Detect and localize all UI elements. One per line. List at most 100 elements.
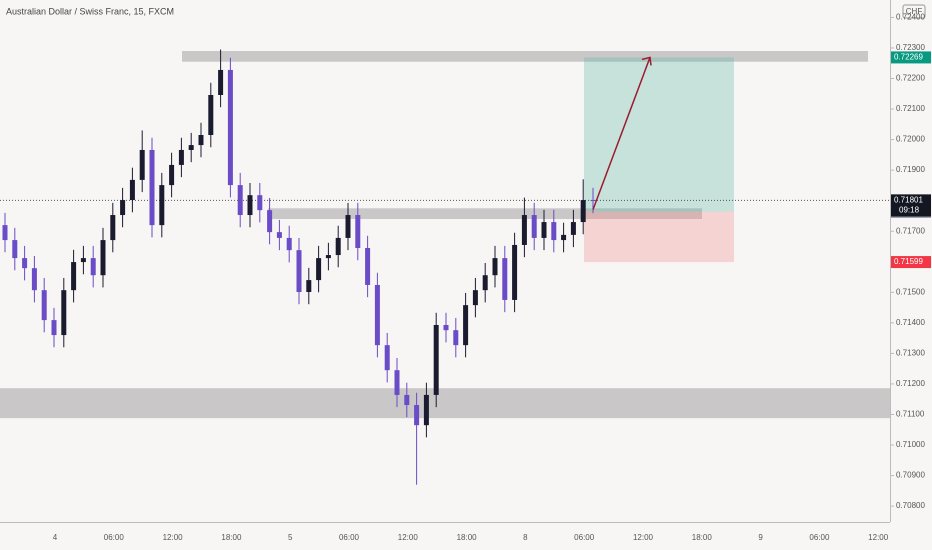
candle-body bbox=[482, 275, 488, 291]
y-tick-label: 0.71700 bbox=[896, 226, 925, 235]
y-tick-label: 0.70900 bbox=[896, 471, 925, 480]
arrow bbox=[592, 57, 651, 210]
x-tick-label: 06:00 bbox=[574, 533, 595, 542]
y-tick-label: 0.72200 bbox=[896, 74, 925, 83]
candle-body bbox=[257, 195, 263, 211]
candle-body bbox=[51, 320, 57, 336]
candle-body bbox=[198, 135, 204, 146]
chart-title: Australian Dollar / Swiss Franc, 15, FXC… bbox=[6, 6, 174, 16]
x-tick-label: 18:00 bbox=[692, 533, 713, 542]
candle-body bbox=[2, 225, 8, 241]
candle-body bbox=[129, 179, 135, 201]
y-tick-label: 0.71900 bbox=[896, 165, 925, 174]
candle-body bbox=[355, 215, 361, 249]
candle-body bbox=[276, 232, 282, 238]
candle-body bbox=[188, 145, 194, 150]
candle-body bbox=[31, 268, 37, 291]
candle-body bbox=[561, 234, 567, 241]
candle-body bbox=[384, 345, 390, 371]
stop-label: 0.71599 bbox=[894, 257, 923, 266]
candle-body bbox=[316, 258, 322, 281]
x-tick-label: 06:00 bbox=[339, 533, 360, 542]
candle-body bbox=[394, 370, 400, 395]
candle-body bbox=[512, 244, 518, 300]
x-tick-label: 12:00 bbox=[868, 533, 889, 542]
candle-body bbox=[374, 284, 380, 346]
candle-body bbox=[335, 237, 341, 256]
x-tick-label: 12:00 bbox=[633, 533, 654, 542]
currency-box[interactable] bbox=[902, 4, 926, 19]
profit-zone bbox=[584, 57, 734, 212]
y-tick-label: 0.72400 bbox=[896, 13, 925, 22]
candle-body bbox=[41, 290, 47, 321]
candle-body bbox=[345, 215, 351, 238]
arrow-head bbox=[641, 56, 652, 66]
x-tick-label: 18:00 bbox=[221, 533, 242, 542]
candle-body bbox=[580, 200, 586, 223]
candle-body bbox=[502, 258, 508, 300]
candle-body bbox=[365, 248, 371, 285]
target-label-bg bbox=[891, 51, 931, 64]
y-tick-label: 0.71100 bbox=[896, 410, 925, 419]
candle-body bbox=[90, 258, 96, 276]
candle-body bbox=[267, 210, 273, 233]
y-tick-label: 0.72300 bbox=[896, 43, 925, 52]
x-tick-label: 06:00 bbox=[809, 533, 830, 542]
candle-body bbox=[551, 222, 557, 241]
candle-body bbox=[218, 69, 224, 95]
candle-body bbox=[414, 405, 420, 426]
stop-label-bg bbox=[891, 256, 931, 269]
candle-body bbox=[149, 149, 155, 226]
candle-body bbox=[521, 215, 527, 245]
candle-body bbox=[61, 290, 67, 336]
candle-body bbox=[159, 185, 165, 226]
candle-body bbox=[443, 324, 449, 331]
zone bbox=[268, 208, 702, 220]
candle-body bbox=[120, 200, 126, 216]
candle-body bbox=[463, 305, 469, 346]
y-tick-label: 0.71300 bbox=[896, 349, 925, 358]
candle-body bbox=[404, 394, 410, 406]
candle-body bbox=[296, 250, 302, 293]
candle-body bbox=[423, 394, 429, 426]
y-tick-label: 0.71200 bbox=[896, 379, 925, 388]
last-price-bg bbox=[891, 194, 931, 217]
y-tick-label: 0.70800 bbox=[896, 501, 925, 510]
candle-body bbox=[433, 324, 439, 395]
candle-body bbox=[22, 258, 28, 269]
candle-body bbox=[71, 262, 77, 291]
x-tick-label: 18:00 bbox=[457, 533, 478, 542]
countdown: 09:18 bbox=[899, 205, 920, 214]
candle-body bbox=[541, 222, 547, 238]
y-tick-label: 0.72000 bbox=[896, 135, 925, 144]
candle-body bbox=[325, 255, 331, 259]
candle-body bbox=[492, 258, 498, 276]
candle-body bbox=[472, 290, 478, 306]
candle-body bbox=[12, 240, 18, 259]
candle-body bbox=[139, 149, 145, 180]
y-tick-label: 0.71500 bbox=[896, 287, 925, 296]
candle-body bbox=[531, 215, 537, 238]
candle-body bbox=[286, 237, 292, 251]
y-tick-label: 0.71400 bbox=[896, 318, 925, 327]
candle-body bbox=[208, 94, 214, 136]
candle-body bbox=[169, 164, 175, 186]
candle-body bbox=[100, 240, 106, 276]
last-price-label: 0.71801 bbox=[894, 195, 923, 204]
currency: CHF bbox=[906, 7, 923, 16]
candle-body bbox=[227, 69, 233, 186]
candle-body bbox=[247, 195, 253, 216]
candle-body bbox=[570, 222, 576, 235]
candle-body bbox=[306, 280, 312, 293]
x-tick-label: 06:00 bbox=[104, 533, 125, 542]
candle-body bbox=[178, 149, 184, 165]
y-tick-label: 0.72100 bbox=[896, 104, 925, 113]
y-tick-label: 0.71000 bbox=[896, 440, 925, 449]
candle-body bbox=[453, 330, 459, 346]
zone bbox=[0, 388, 890, 419]
target-label: 0.72269 bbox=[894, 53, 923, 62]
loss-zone bbox=[584, 211, 734, 263]
candle-body bbox=[80, 258, 86, 263]
